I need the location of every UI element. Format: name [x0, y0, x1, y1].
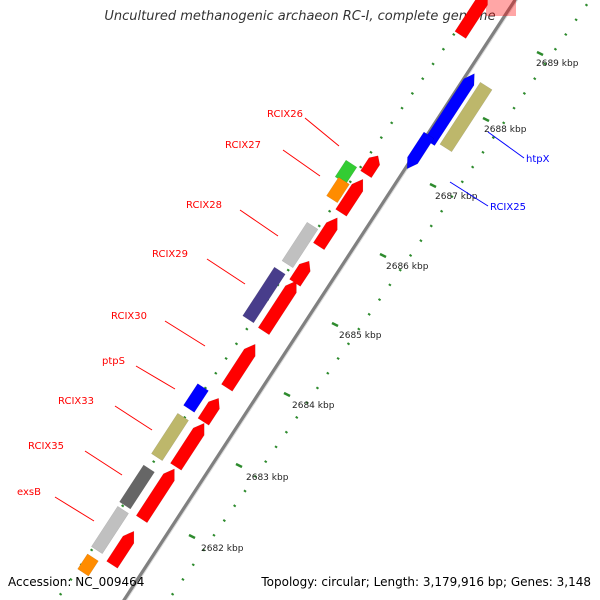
tick-label-6: 2684 kbp — [292, 401, 335, 411]
label-rcix35: RCIX35 — [28, 441, 64, 452]
leader-line-rcix26 — [304, 117, 340, 147]
leader-line-rcix35 — [84, 450, 123, 476]
tick-label-8: 2682 kbp — [201, 544, 244, 554]
tick-label-4: 2686 kbp — [386, 262, 429, 272]
label-exsb: exsB — [17, 487, 41, 498]
leader-line-rcix33 — [114, 405, 153, 431]
gene-red-11 — [454, 0, 488, 39]
gene-red-2 — [135, 468, 175, 524]
map-title: Uncultured methanogenic archaeon RC-I, c… — [104, 9, 496, 24]
leader-line-rcix30 — [164, 320, 206, 347]
tick-label-3: 2687 kbp — [435, 192, 478, 202]
gene-red-6 — [257, 280, 297, 336]
topology-text: Topology: circular; Length: 3,179,916 bp… — [261, 575, 591, 589]
gene-red-8 — [312, 217, 338, 251]
tick-mark-5 — [331, 321, 339, 328]
leader-line-rcix27 — [282, 149, 321, 177]
label-rcix30: RCIX30 — [111, 311, 147, 322]
label-rcix28: RCIX28 — [186, 200, 222, 211]
guide-dots-right — [170, 0, 592, 596]
gene-rcix29 — [242, 266, 286, 324]
gene-red-3 — [170, 422, 205, 471]
label-ptps: ptpS — [102, 356, 125, 367]
label-rcix29: RCIX29 — [152, 249, 188, 260]
label-htpx: htpX — [526, 154, 550, 165]
gene-red-1 — [106, 530, 135, 569]
gene-htpx — [439, 81, 493, 153]
leader-line-ptps — [135, 365, 176, 390]
tick-mark-1 — [536, 50, 544, 57]
leader-line-rcix28 — [239, 209, 279, 237]
leader-line-htpx — [487, 131, 525, 159]
tick-label-5: 2685 kbp — [339, 331, 382, 341]
leader-line-exsb — [54, 496, 95, 522]
label-rcix25: RCIX25 — [490, 202, 526, 213]
gene-red-4 — [197, 397, 220, 426]
tick-mark-6 — [283, 391, 291, 398]
gene-rcix25-lower — [406, 131, 435, 170]
gene-red-5 — [221, 343, 256, 392]
tick-label-1: 2689 kbp — [536, 59, 579, 69]
tick-mark-4 — [379, 252, 387, 259]
gene-rcix27 — [326, 176, 350, 204]
gene-red-10 — [360, 155, 381, 179]
gene-red-7 — [289, 260, 311, 287]
gene-ptps — [183, 383, 209, 413]
gene-faded-top — [486, 0, 516, 16]
tick-mark-8 — [188, 533, 196, 540]
gene-partial-bottom — [77, 553, 99, 577]
leader-line-rcix25 — [449, 181, 489, 207]
gene-rcix28 — [281, 221, 319, 269]
gene-rcix35 — [119, 464, 155, 510]
gene-exsb — [91, 505, 129, 555]
gene-rcix33 — [151, 412, 189, 462]
tick-label-7: 2683 kbp — [246, 473, 289, 483]
accession-text: Accession: NC_009464 — [8, 575, 145, 589]
leader-line-rcix29 — [206, 258, 246, 285]
label-rcix33: RCIX33 — [58, 396, 94, 407]
label-rcix26: RCIX26 — [267, 109, 303, 120]
tick-label-2: 2688 kbp — [484, 125, 527, 135]
tick-mark-7 — [235, 462, 243, 469]
tick-mark-3 — [429, 182, 437, 189]
gene-rcix25-upper — [424, 73, 475, 146]
label-rcix27: RCIX27 — [225, 140, 261, 151]
tick-mark-2 — [482, 116, 490, 123]
gene-red-9 — [335, 178, 364, 217]
